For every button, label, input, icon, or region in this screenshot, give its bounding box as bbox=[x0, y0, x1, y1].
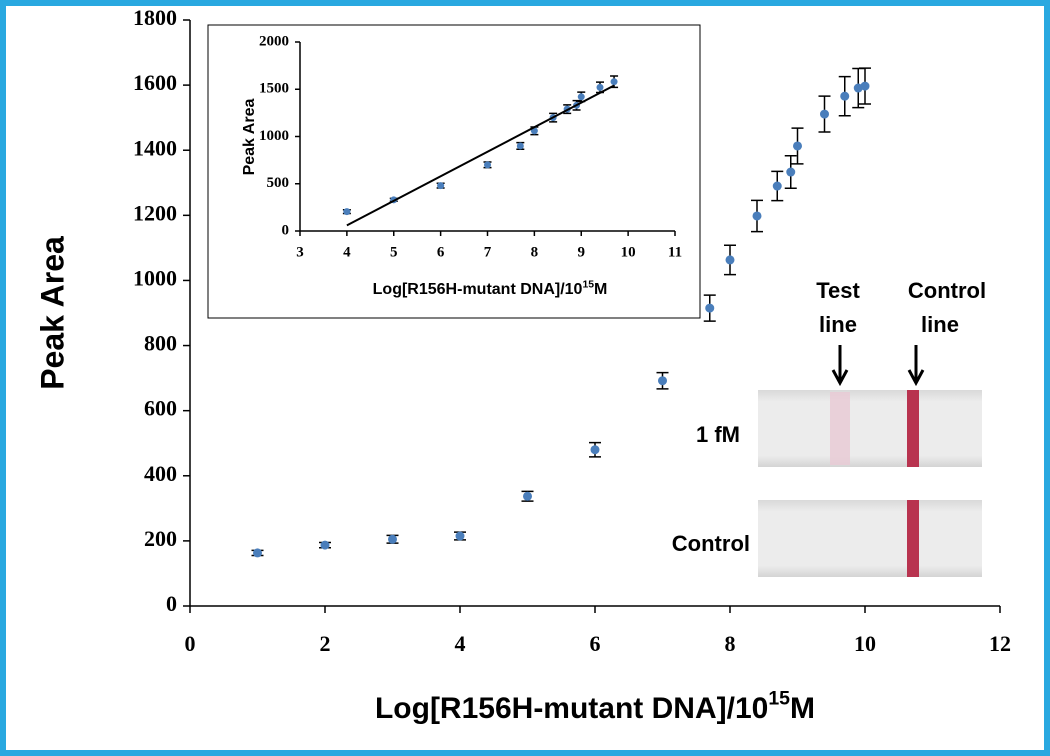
y-tick-label: 0 bbox=[166, 591, 177, 616]
data-point bbox=[343, 208, 351, 216]
main-plot: 0 200 400 600 800 1000 1200 1400 1600 1800 0 2 4 6 8 10… bbox=[34, 5, 1011, 725]
x-axis-title-text: Log[R156H-mutant DNA]/10 bbox=[375, 692, 768, 725]
data-point bbox=[577, 93, 585, 101]
y-tick-label: 1400 bbox=[133, 135, 177, 160]
x-tick-label: 0 bbox=[185, 631, 196, 656]
data-point bbox=[455, 531, 465, 541]
x-tick-label: 6 bbox=[437, 244, 445, 260]
x-tick-label: 12 bbox=[989, 631, 1011, 656]
data-point bbox=[484, 161, 491, 169]
y-tick-label: 0 bbox=[282, 222, 290, 238]
data-point bbox=[860, 81, 870, 91]
data-point bbox=[772, 181, 782, 191]
test-band bbox=[830, 392, 850, 465]
arrows bbox=[831, 345, 925, 387]
x-tick-label: 7 bbox=[484, 244, 492, 260]
data-point bbox=[786, 167, 796, 177]
x-tick-label: 3 bbox=[296, 244, 304, 260]
data-point bbox=[853, 83, 863, 93]
annotation: Test bbox=[816, 278, 860, 303]
y-tick-label: 600 bbox=[144, 396, 177, 421]
x-tick-label: 8 bbox=[725, 631, 736, 656]
x-axis-title-unit: M bbox=[594, 281, 607, 298]
annotation: line bbox=[819, 312, 857, 337]
x-tick-label: 10 bbox=[854, 631, 876, 656]
inset-plot: 0 500 1000 1500 2000 3 4 5 6 7 8 9 10 11 Peak Area Log[… bbox=[241, 33, 682, 298]
y-tick-label: 1000 bbox=[133, 265, 177, 290]
data-point bbox=[840, 91, 850, 101]
data-point bbox=[253, 548, 262, 558]
data-point bbox=[523, 491, 532, 501]
y-tick-label: 1600 bbox=[133, 70, 177, 95]
x-axis-title: Log[R156H-mutant DNA]/1015M bbox=[375, 688, 815, 725]
control-band bbox=[907, 390, 919, 467]
inset-frame bbox=[207, 24, 701, 319]
annotation: Control bbox=[672, 531, 750, 556]
data-point bbox=[658, 376, 667, 386]
x-tick-label: 9 bbox=[578, 244, 586, 260]
y-tick-label: 1500 bbox=[259, 81, 289, 97]
data-point bbox=[752, 211, 762, 221]
x-tick-label: 11 bbox=[668, 244, 682, 260]
data-point bbox=[516, 142, 524, 150]
control-band bbox=[907, 500, 919, 577]
annotation: line bbox=[921, 312, 959, 337]
data-point bbox=[437, 182, 445, 190]
x-tick-label: 2 bbox=[320, 631, 331, 656]
fit-line bbox=[346, 84, 615, 227]
y-axis-title: Peak Area bbox=[241, 99, 258, 176]
data-point bbox=[820, 109, 829, 119]
y-tick-label: 500 bbox=[267, 175, 290, 191]
data-point bbox=[705, 303, 715, 313]
y-tick-label: 400 bbox=[144, 461, 177, 486]
x-axis-title-sup: 15 bbox=[768, 688, 790, 710]
x-axis-title-text: Log[R156H-mutant DNA]/10 bbox=[373, 281, 583, 298]
y-tick-label: 1200 bbox=[133, 200, 177, 225]
data-point bbox=[590, 445, 600, 455]
y-tick-label: 200 bbox=[144, 526, 177, 551]
x-tick-label: 6 bbox=[590, 631, 601, 656]
x-tick-label: 4 bbox=[455, 631, 466, 656]
y-tick-label: 800 bbox=[144, 331, 177, 356]
strip-sample bbox=[758, 390, 982, 467]
x-tick-label: 4 bbox=[343, 244, 351, 260]
x-tick-label: 8 bbox=[531, 244, 539, 260]
x-axis-title-sup: 15 bbox=[582, 279, 594, 290]
data-point bbox=[725, 255, 735, 265]
data-point bbox=[596, 83, 604, 91]
strip-control bbox=[758, 500, 982, 577]
x-tick-label: 10 bbox=[621, 244, 636, 260]
data-point bbox=[793, 141, 802, 151]
data-point bbox=[610, 78, 618, 86]
y-tick-label: 1000 bbox=[259, 128, 289, 144]
data-point bbox=[320, 540, 330, 550]
y-tick-label: 2000 bbox=[259, 33, 289, 49]
data-point bbox=[388, 534, 397, 544]
y-tick-label: 1800 bbox=[133, 5, 177, 30]
annotation: Control bbox=[908, 278, 986, 303]
x-axis-title: Log[R156H-mutant DNA]/1015M bbox=[373, 279, 608, 298]
y-axis-title: Peak Area bbox=[34, 236, 70, 390]
x-tick-label: 5 bbox=[390, 244, 398, 260]
annotation: 1 fM bbox=[696, 422, 740, 447]
x-axis-title-unit: M bbox=[790, 692, 815, 725]
